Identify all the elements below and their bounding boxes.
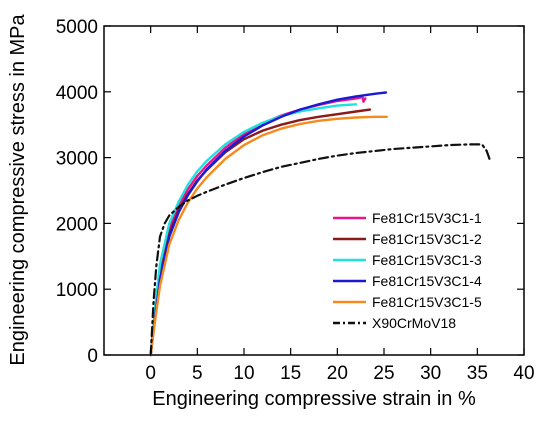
legend-label-6: X90CrMoV18 bbox=[372, 315, 456, 331]
y-axis-title: Engineering compressive stress in MPa bbox=[7, 13, 29, 365]
x-axis-title: Engineering compressive strain in % bbox=[152, 388, 476, 410]
x-tick-label: 35 bbox=[467, 363, 488, 384]
y-tick-label: 0 bbox=[87, 346, 98, 367]
y-tick-label: 5000 bbox=[56, 17, 98, 38]
series-line-4 bbox=[149, 91, 388, 357]
legend-label-5: Fe81Cr15V3C1-5 bbox=[372, 294, 482, 310]
legend: Fe81Cr15V3C1-1 Fe81Cr15V3C1-2 Fe81Cr15V3C1… bbox=[333, 210, 482, 331]
ticks-layer: 0 5 10 15 20 25 30 35 40 0 1000 2000 3000 4000 5000 bbox=[56, 17, 535, 384]
series-line-5 bbox=[149, 115, 388, 357]
y-tick-label: 2000 bbox=[56, 214, 98, 235]
x-tick-label: 25 bbox=[373, 363, 394, 384]
x-tick-label: 30 bbox=[420, 363, 441, 384]
legend-label-1: Fe81Cr15V3C1-1 bbox=[372, 210, 482, 226]
x-tick-label: 20 bbox=[327, 363, 348, 384]
y-tick-label: 3000 bbox=[56, 149, 98, 170]
x-tick-label: 0 bbox=[145, 363, 156, 384]
x-tick-label: 5 bbox=[192, 363, 203, 384]
x-tick-label: 15 bbox=[280, 363, 301, 384]
legend-label-3: Fe81Cr15V3C1-3 bbox=[372, 252, 482, 268]
series-line-3 bbox=[149, 103, 358, 357]
series-layer bbox=[149, 91, 491, 357]
legend-label-4: Fe81Cr15V3C1-4 bbox=[372, 273, 482, 289]
y-tick-label: 1000 bbox=[56, 280, 98, 301]
x-tick-label: 10 bbox=[233, 363, 254, 384]
plot-frame bbox=[103, 25, 525, 356]
y-tick-label: 4000 bbox=[56, 83, 98, 104]
series-line-6 bbox=[149, 143, 491, 357]
legend-label-2: Fe81Cr15V3C1-2 bbox=[372, 231, 482, 247]
x-tick-label: 40 bbox=[513, 363, 534, 384]
